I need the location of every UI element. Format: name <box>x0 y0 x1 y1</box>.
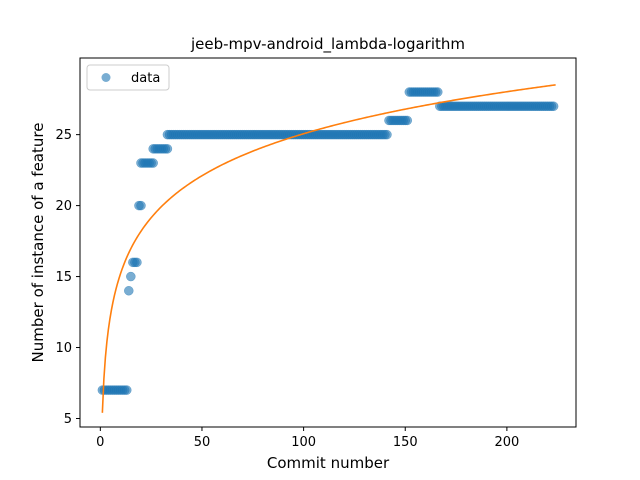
chart-title: jeeb-mpv-android_lambda-logarithm <box>190 35 465 54</box>
x-tick-label: 200 <box>494 435 519 450</box>
plot-area-frame <box>79 57 577 428</box>
legend-label-data: data <box>131 71 160 86</box>
data-point <box>548 101 559 112</box>
data-point <box>122 385 132 395</box>
data-point <box>382 129 392 140</box>
y-tick-label: 25 <box>55 128 72 143</box>
x-tick-label: 0 <box>96 435 104 450</box>
data-point <box>124 286 134 296</box>
y-axis-label: Number of instance of a feature <box>29 123 47 363</box>
data-point <box>433 87 443 97</box>
legend-marker-data <box>101 73 111 82</box>
data-point <box>402 115 413 126</box>
data-point <box>148 158 158 168</box>
data-points <box>97 87 559 395</box>
y-tick-label: 10 <box>55 341 72 356</box>
legend-box <box>86 64 170 91</box>
y-tick-label: 15 <box>55 270 72 285</box>
x-axis-ticks: 0 50 100 150 200 <box>96 427 519 450</box>
fit-line <box>101 84 556 413</box>
y-axis-ticks: 5 10 15 20 25 <box>55 128 80 427</box>
x-tick-label: 150 <box>393 435 418 450</box>
data-point <box>136 200 146 211</box>
data-point <box>162 144 173 154</box>
y-tick-label: 5 <box>64 412 72 427</box>
legend: data <box>86 64 170 91</box>
data-point <box>132 257 142 268</box>
x-tick-label: 50 <box>194 435 211 450</box>
y-tick-label: 20 <box>55 199 72 214</box>
x-axis-label: Commit number <box>267 454 390 472</box>
fit-line-layer <box>101 84 556 413</box>
x-tick-label: 100 <box>291 435 316 450</box>
data-point <box>126 271 136 282</box>
